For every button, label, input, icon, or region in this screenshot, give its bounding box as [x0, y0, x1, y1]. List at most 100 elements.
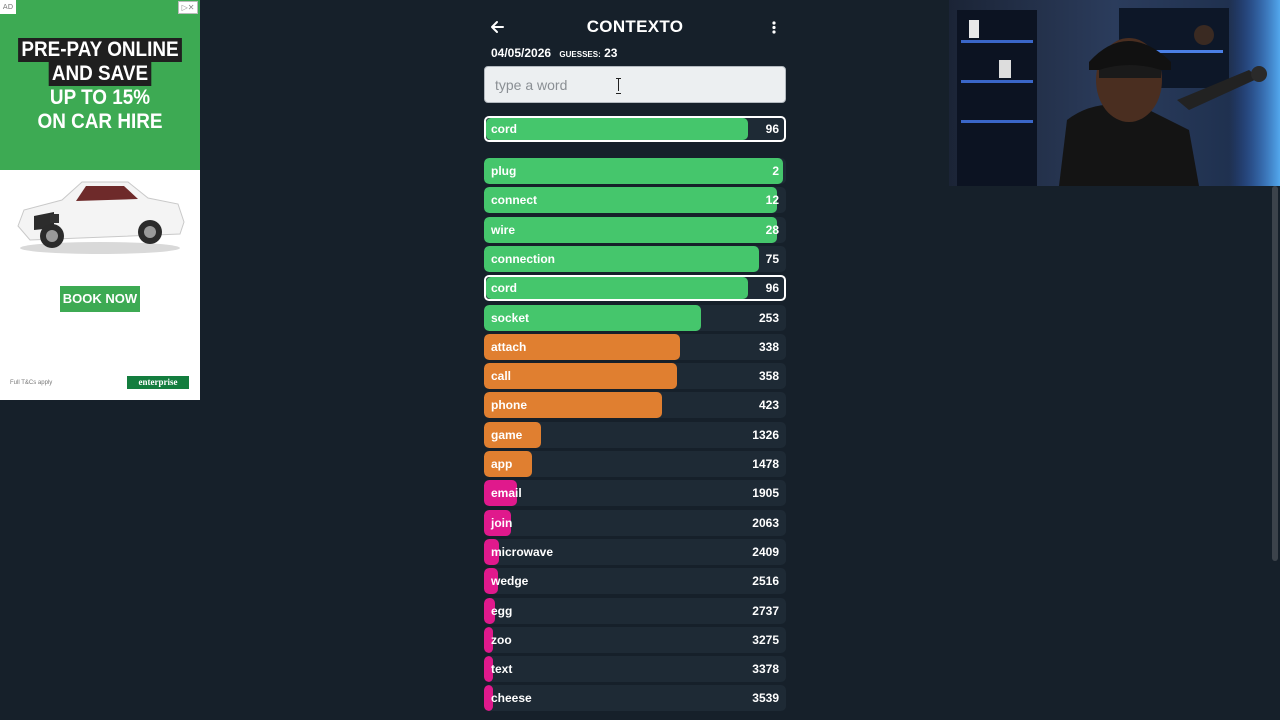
- guess-row: app 1478: [484, 451, 786, 477]
- guess-row: text 3378: [484, 656, 786, 682]
- guess-rank: 96: [765, 122, 779, 136]
- similarity-bar: [484, 422, 542, 448]
- guess-word: attach: [491, 340, 527, 354]
- guess-rank: 2063: [752, 516, 779, 530]
- similarity-bar: [486, 118, 749, 140]
- text-cursor-icon: [616, 78, 621, 94]
- similarity-bar: [484, 627, 494, 653]
- guess-row: attach 338: [484, 334, 786, 360]
- last-guess-row: cord 96: [484, 116, 786, 142]
- similarity-bar: [484, 539, 500, 565]
- similarity-bar: [486, 277, 749, 299]
- kebab-menu-icon: [772, 21, 776, 34]
- guess-word: email: [491, 486, 522, 500]
- similarity-bar: [484, 392, 663, 418]
- guess-rank: 3275: [752, 633, 779, 647]
- similarity-bar: [484, 510, 512, 536]
- ad-headline-line: PRE-PAY ONLINE: [17, 38, 183, 62]
- enterprise-logo: enterprise: [127, 376, 189, 389]
- advertisement[interactable]: AD ▷✕ PRE-PAY ONLINE AND SAVE UP TO 15% …: [0, 0, 200, 400]
- guess-word: microwave: [491, 545, 554, 559]
- guess-rank: 3539: [752, 691, 779, 705]
- guess-word: socket: [491, 311, 530, 325]
- guess-word: connection: [491, 252, 556, 266]
- guess-rank: 3378: [752, 662, 779, 676]
- game-info: 04/05/2026 GUESSES: 23: [491, 46, 617, 60]
- guess-rank: 358: [758, 369, 779, 383]
- guesses-count: 23: [604, 46, 618, 60]
- guess-rank: 12: [765, 193, 779, 207]
- similarity-bar: [484, 246, 759, 272]
- guess-word: egg: [491, 604, 513, 618]
- guess-rank: 75: [765, 252, 779, 266]
- car-image: [17, 181, 185, 254]
- more-menu-button[interactable]: [768, 16, 780, 38]
- ad-headline-line: AND SAVE: [48, 62, 152, 86]
- guess-rank: 2516: [752, 574, 779, 588]
- guess-word: join: [491, 516, 513, 530]
- guess-word: cord: [491, 281, 518, 295]
- guess-rank: 1478: [752, 457, 779, 471]
- ad-choices-icon[interactable]: ▷✕: [178, 1, 198, 14]
- ad-headline: PRE-PAY ONLINE AND SAVE UP TO 15% ON CAR…: [10, 38, 190, 134]
- similarity-bar: [484, 656, 494, 682]
- guess-rank: 253: [758, 311, 779, 325]
- guess-row: join 2063: [484, 510, 786, 536]
- similarity-bar: [484, 451, 533, 477]
- guess-row: call 358: [484, 363, 786, 389]
- guess-row: connect 12: [484, 187, 786, 213]
- top-bar: CONTEXTO: [484, 12, 786, 42]
- ad-terms: Full T&Cs apply: [10, 380, 53, 386]
- guess-row: wire 28: [484, 217, 786, 243]
- guess-rank: 2737: [752, 604, 779, 618]
- streamer-video: [949, 0, 1280, 186]
- similarity-bar: [484, 568, 498, 594]
- guess-word: app: [491, 457, 513, 471]
- similarity-bar: [484, 217, 777, 243]
- guess-word: phone: [491, 398, 527, 412]
- webcam-overlay: [949, 0, 1280, 186]
- ad-headline-line: UP TO 15%: [49, 86, 151, 109]
- guess-row: socket 253: [484, 305, 786, 331]
- ad-headline-line: ON CAR HIRE: [37, 110, 163, 133]
- guess-row: cord 96: [484, 275, 786, 301]
- guess-row: cheese 3539: [484, 685, 786, 711]
- guess-rank: 1905: [752, 486, 779, 500]
- game-date: 04/05/2026: [491, 46, 552, 60]
- guess-rank: 28: [765, 223, 779, 237]
- guess-row: microwave 2409: [484, 539, 786, 565]
- guess-word: cheese: [491, 691, 532, 705]
- guess-row: egg 2737: [484, 598, 786, 624]
- guess-word: cord: [491, 122, 518, 136]
- page-title: CONTEXTO: [586, 17, 684, 36]
- guess-rank: 1326: [752, 428, 779, 442]
- guess-rank: 96: [765, 281, 779, 295]
- similarity-bar: [484, 187, 777, 213]
- guess-rank: 338: [758, 340, 779, 354]
- guess-word: connect: [491, 193, 538, 207]
- guesses-label: GUESSES:: [559, 50, 601, 59]
- back-button[interactable]: [486, 16, 508, 38]
- guess-row: game 1326: [484, 422, 786, 448]
- book-now-button[interactable]: BOOK NOW: [60, 286, 140, 312]
- arrow-left-icon: [491, 21, 504, 33]
- word-input[interactable]: [484, 66, 786, 103]
- guess-row: zoo 3275: [484, 627, 786, 653]
- guess-word: call: [491, 369, 512, 383]
- guess-row: phone 423: [484, 392, 786, 418]
- guess-rank: 2409: [752, 545, 779, 559]
- similarity-bar: [484, 363, 678, 389]
- guess-row: wedge 2516: [484, 568, 786, 594]
- guess-row: email 1905: [484, 480, 786, 506]
- game-panel: CONTEXTO 04/05/2026 GUESSES: 23 cord 96 …: [484, 0, 786, 720]
- similarity-bar: [484, 685, 494, 711]
- similarity-bar: [484, 480, 518, 506]
- ad-label: AD: [0, 0, 16, 14]
- guess-rank: 2: [772, 164, 779, 178]
- guess-word: zoo: [491, 633, 512, 647]
- scrollbar[interactable]: [1272, 186, 1278, 561]
- guess-row: plug 2: [484, 158, 786, 184]
- guess-word: wedge: [491, 574, 529, 588]
- guess-word: game: [491, 428, 523, 442]
- guess-rank: 423: [758, 398, 779, 412]
